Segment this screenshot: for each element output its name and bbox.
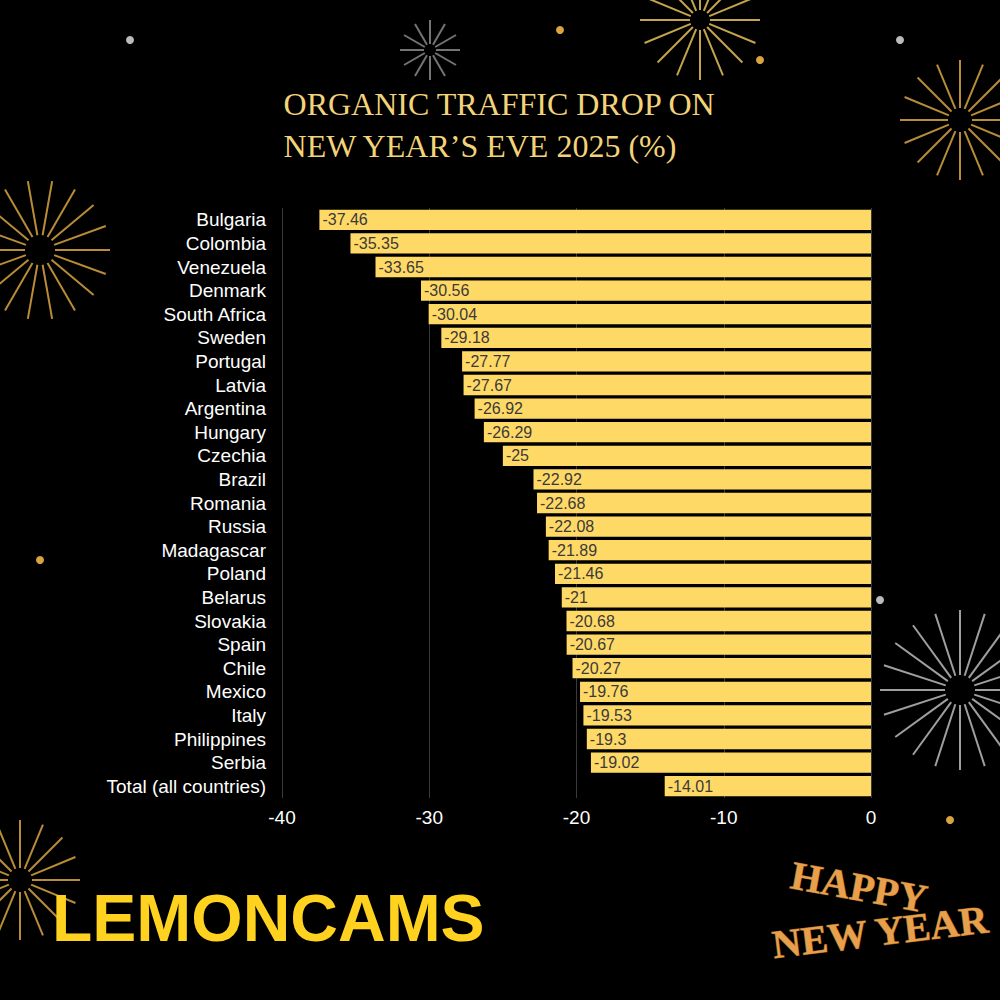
svg-text:-26.29: -26.29 (487, 424, 532, 441)
svg-text:Belarus: Belarus (202, 587, 266, 608)
svg-text:-25: -25 (506, 447, 529, 464)
svg-text:-27.67: -27.67 (467, 377, 512, 394)
svg-text:-37.46: -37.46 (322, 211, 367, 228)
svg-text:-19.76: -19.76 (583, 683, 628, 700)
svg-text:-26.92: -26.92 (478, 400, 523, 417)
svg-text:-29.18: -29.18 (444, 329, 489, 346)
svg-text:-21.46: -21.46 (558, 565, 603, 582)
svg-text:Italy: Italy (231, 705, 266, 726)
svg-text:Slovakia: Slovakia (194, 611, 266, 632)
svg-text:Chile: Chile (223, 658, 266, 679)
svg-text:Romania: Romania (190, 493, 266, 514)
svg-text:-22.68: -22.68 (540, 495, 585, 512)
svg-text:-19.3: -19.3 (590, 731, 627, 748)
svg-text:Russia: Russia (208, 516, 267, 537)
svg-text:-14.01: -14.01 (668, 778, 713, 795)
svg-text:-33.65: -33.65 (379, 259, 424, 276)
svg-text:Madagascar: Madagascar (161, 540, 266, 561)
svg-text:-20.67: -20.67 (570, 636, 615, 653)
svg-text:-30: -30 (416, 807, 443, 828)
svg-text:Total (all countries): Total (all countries) (107, 776, 266, 797)
svg-text:-35.35: -35.35 (353, 235, 398, 252)
svg-text:-27.77: -27.77 (465, 353, 510, 370)
svg-text:-30.56: -30.56 (424, 282, 469, 299)
svg-text:Serbia: Serbia (211, 752, 266, 773)
svg-text:-21: -21 (565, 589, 588, 606)
svg-text:Colombia: Colombia (186, 233, 267, 254)
svg-text:0: 0 (866, 807, 877, 828)
svg-text:-22.08: -22.08 (549, 518, 594, 535)
svg-text:Venezuela: Venezuela (177, 257, 266, 278)
svg-text:Spain: Spain (217, 634, 266, 655)
svg-text:-20.68: -20.68 (569, 613, 614, 630)
svg-text:Portugal: Portugal (195, 351, 266, 372)
svg-text:-20.27: -20.27 (576, 660, 621, 677)
svg-text:Denmark: Denmark (189, 280, 267, 301)
svg-text:Bulgaria: Bulgaria (196, 209, 266, 230)
svg-text:Argentina: Argentina (185, 398, 267, 419)
svg-text:-21.89: -21.89 (552, 542, 597, 559)
svg-text:Sweden: Sweden (197, 327, 266, 348)
svg-text:-10: -10 (710, 807, 737, 828)
svg-text:Poland: Poland (207, 563, 266, 584)
svg-text:-30.04: -30.04 (432, 306, 477, 323)
svg-text:Mexico: Mexico (206, 681, 266, 702)
svg-text:-20: -20 (563, 807, 590, 828)
svg-text:NEW YEAR: NEW YEAR (770, 896, 992, 967)
svg-text:South Africa: South Africa (164, 304, 267, 325)
svg-text:Latvia: Latvia (215, 375, 266, 396)
svg-text:HAPPY: HAPPY (787, 852, 931, 922)
svg-text:-19.53: -19.53 (586, 707, 631, 724)
svg-text:-19.02: -19.02 (594, 754, 639, 771)
svg-text:-40: -40 (268, 807, 295, 828)
svg-text:Philippines: Philippines (174, 729, 266, 750)
svg-text:LEMONCAMS: LEMONCAMS (52, 881, 485, 955)
svg-text:ORGANIC TRAFFIC DROP ON: ORGANIC TRAFFIC DROP ON (284, 86, 715, 122)
svg-text:NEW YEAR’S EVE 2025 (%): NEW YEAR’S EVE 2025 (%) (284, 128, 677, 164)
svg-text:Czechia: Czechia (197, 445, 266, 466)
svg-text:Hungary: Hungary (194, 422, 266, 443)
svg-text:Brazil: Brazil (218, 469, 266, 490)
svg-text:-22.92: -22.92 (537, 471, 582, 488)
